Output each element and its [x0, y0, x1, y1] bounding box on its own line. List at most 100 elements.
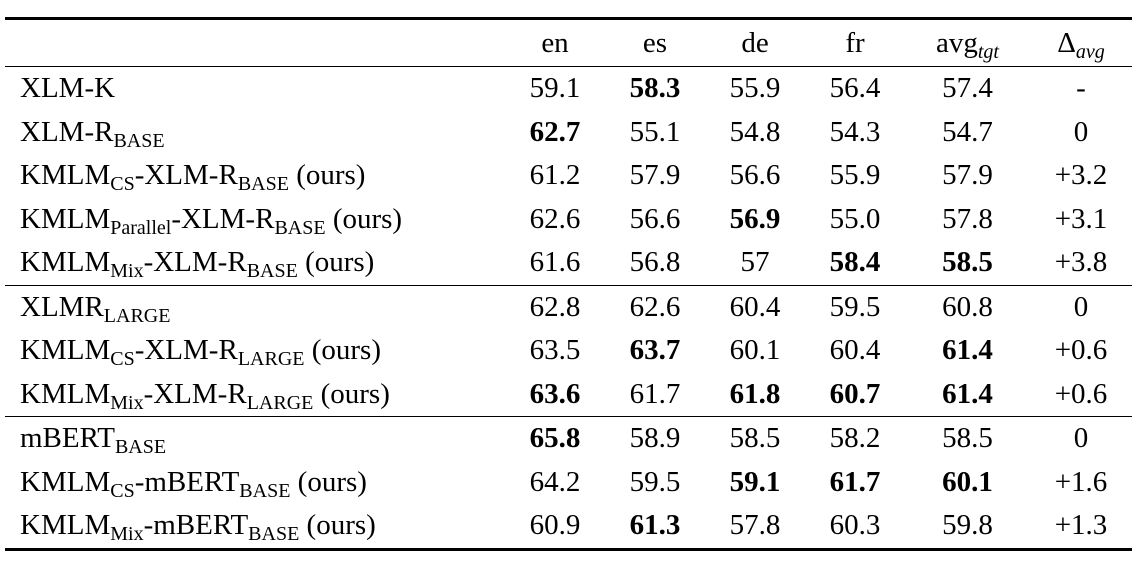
value-cell: 58.2 — [805, 417, 905, 461]
value-cell: 54.7 — [905, 111, 1030, 155]
value-cell: 58.4 — [805, 241, 905, 285]
value-cell: 56.9 — [705, 198, 805, 242]
value: +0.6 — [1054, 334, 1108, 367]
model-name: XLM-RBASE — [5, 111, 505, 155]
value-cell: 59.5 — [605, 461, 705, 505]
value-cell: 60.8 — [905, 285, 1030, 329]
value-cell: 54.8 — [705, 111, 805, 155]
text: KMLM — [20, 334, 111, 367]
value: - — [1076, 72, 1086, 105]
value: +3.1 — [1054, 202, 1108, 235]
text: avg — [936, 26, 978, 59]
header-cell: de — [705, 19, 805, 67]
value: 61.2 — [529, 159, 581, 192]
text: XLM-K — [20, 72, 116, 105]
value-cell: 56.6 — [705, 154, 805, 198]
model-name: KMLMMix-mBERTBASE (ours) — [5, 504, 505, 549]
text: (ours) — [297, 246, 375, 279]
value-cell: 58.5 — [905, 241, 1030, 285]
value-cell: 56.8 — [605, 241, 705, 285]
value-cell: 64.2 — [505, 461, 605, 505]
text: (ours) — [288, 159, 366, 192]
value: 58.9 — [629, 422, 681, 455]
value-cell: 60.4 — [805, 329, 905, 373]
value: 59.5 — [829, 290, 881, 323]
value: 63.7 — [629, 334, 681, 367]
text: -mBERT — [143, 509, 249, 542]
value: 62.6 — [629, 290, 681, 323]
value: 62.8 — [529, 290, 581, 323]
value-cell: 56.6 — [605, 198, 705, 242]
value: 58.5 — [942, 422, 993, 455]
model-name: KMLMMix-XLM-RLARGE (ours) — [5, 373, 505, 417]
value-cell: 57.8 — [905, 198, 1030, 242]
value: 55.1 — [629, 115, 681, 148]
value: 60.7 — [829, 377, 881, 410]
value-cell: 58.5 — [905, 417, 1030, 461]
value: 55.0 — [829, 202, 881, 235]
value: 61.8 — [729, 377, 781, 410]
model-name: KMLMCS-XLM-RLARGE (ours) — [5, 329, 505, 373]
value: 56.6 — [629, 202, 681, 235]
text: fr — [845, 26, 865, 59]
value-cell: 62.7 — [505, 111, 605, 155]
value: 61.7 — [629, 377, 681, 410]
subscript: LARGE — [237, 348, 305, 371]
value-cell: 54.3 — [805, 111, 905, 155]
value: 65.8 — [529, 422, 581, 455]
value-cell: 58.5 — [705, 417, 805, 461]
subscript: CS — [110, 348, 135, 371]
model-name: mBERTBASE — [5, 417, 505, 461]
value: 58.5 — [942, 246, 993, 279]
value: 62.6 — [529, 202, 581, 235]
value-cell: 61.3 — [605, 504, 705, 549]
value: 57.8 — [942, 202, 993, 235]
value: +0.6 — [1054, 377, 1108, 410]
value-cell: 0 — [1030, 417, 1132, 461]
header-cell — [5, 19, 505, 67]
value-cell: 56.4 — [805, 67, 905, 111]
value-cell: 60.7 — [805, 373, 905, 417]
value: 56.9 — [729, 202, 781, 235]
subscript: Mix — [110, 260, 144, 283]
value-cell: 60.4 — [705, 285, 805, 329]
subscript: BASE — [113, 129, 165, 152]
value: 60.1 — [942, 465, 993, 498]
value-cell: 61.7 — [605, 373, 705, 417]
value: 63.5 — [529, 334, 581, 367]
value-cell: 60.1 — [705, 329, 805, 373]
value-cell: +1.6 — [1030, 461, 1132, 505]
subscript: BASE — [248, 523, 300, 546]
text: de — [741, 26, 769, 59]
value: 60.4 — [829, 334, 881, 367]
value-cell: 63.5 — [505, 329, 605, 373]
value-cell: 63.7 — [605, 329, 705, 373]
value: 0 — [1073, 115, 1089, 148]
value: +1.3 — [1054, 509, 1108, 542]
value: 61.3 — [629, 509, 681, 542]
value-cell: 57.9 — [905, 154, 1030, 198]
text: -XLM-R — [134, 334, 238, 367]
value: 60.4 — [729, 290, 781, 323]
header-row: en es de fr avgtgt Δavg — [5, 19, 1132, 67]
value: 57 — [740, 246, 770, 279]
value: 60.3 — [829, 509, 881, 542]
value: 60.8 — [942, 290, 993, 323]
header-cell: fr — [805, 19, 905, 67]
value: 57.4 — [942, 72, 993, 105]
subscript: BASE — [114, 436, 167, 459]
header-cell: es — [605, 19, 705, 67]
model-name: XLM-K — [5, 67, 505, 111]
table-row: KMLMMix-XLM-RBASE (ours) 61.6 56.8 57 58.4 58… — [5, 241, 1132, 285]
value-cell: 0 — [1030, 285, 1132, 329]
subscript: BASE — [237, 173, 289, 196]
value: 60.1 — [729, 334, 781, 367]
value-cell: +3.8 — [1030, 241, 1132, 285]
value-cell: 55.1 — [605, 111, 705, 155]
header-cell: Δavg — [1030, 19, 1132, 67]
value-cell: 63.6 — [505, 373, 605, 417]
value: 58.3 — [629, 72, 681, 105]
subscript: avg — [1075, 40, 1105, 63]
value-cell: +0.6 — [1030, 373, 1132, 417]
